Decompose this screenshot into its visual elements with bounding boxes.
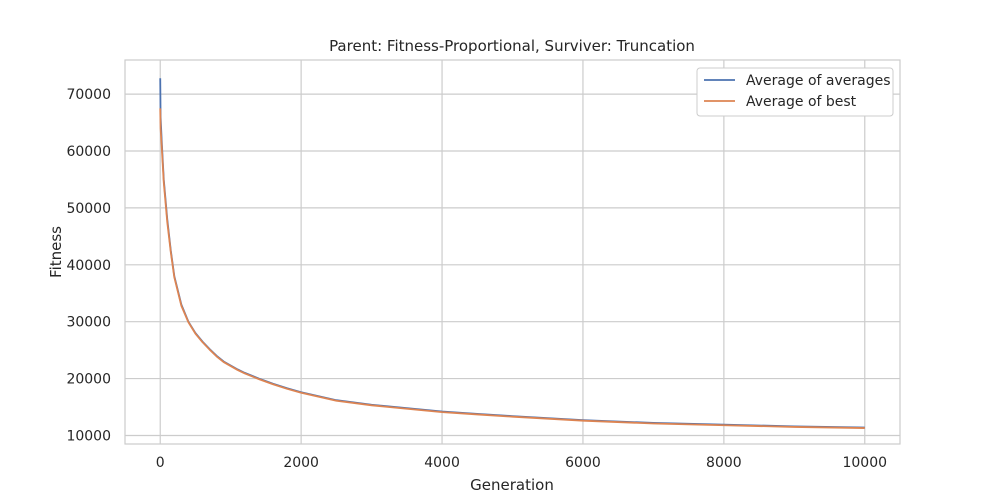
legend-label-2: Average of best [746,94,857,110]
legend: Average of averages Average of best [696,67,894,117]
series-lines [159,78,865,429]
legend-label-1: Average of averages [746,73,891,89]
x-axis-label: Generation [470,476,554,494]
x-tick-label-2000: 2000 [283,455,319,471]
y-tick-label-20000: 20000 [66,372,111,388]
x-tick-label-0: 0 [156,455,165,471]
tick-labels: 0 2000 4000 6000 8000 10000 10000 20000 30000 400… [66,87,887,471]
y-tick-label-30000: 30000 [66,315,111,331]
y-tick-label-40000: 40000 [66,258,111,274]
legend-box [696,67,894,117]
y-tick-label-10000: 10000 [66,428,111,444]
y-tick-label-70000: 70000 [66,87,111,103]
y-tick-label-60000: 60000 [66,144,111,160]
x-tick-label-8000: 8000 [706,455,742,471]
plot-area [124,59,901,445]
y-tick-label-50000: 50000 [66,201,111,217]
y-axis-label: Fitness [47,226,65,278]
chart-title: Parent: Fitness-Proportional, Surviver: … [329,37,695,55]
x-tick-label-6000: 6000 [565,455,601,471]
x-tick-label-10000: 10000 [842,455,887,471]
x-tick-label-4000: 4000 [424,455,460,471]
series-line-2 [159,108,865,429]
